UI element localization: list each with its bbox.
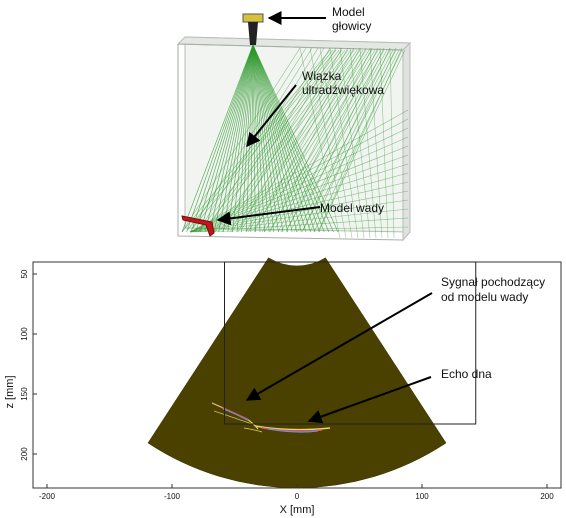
beam-ray	[189, 208, 409, 233]
x-tick-label: 100	[415, 492, 429, 501]
x-tick-label: -200	[39, 492, 56, 501]
beam-ray	[189, 217, 409, 233]
beam-ray	[225, 49, 355, 229]
beam-ray	[299, 47, 341, 239]
beam-ray	[200, 44, 254, 233]
flaw-arrow	[216, 206, 321, 226]
beam-ray	[339, 47, 365, 239]
beam-ray	[252, 44, 339, 233]
y-tick-label: 100	[20, 327, 29, 341]
echo-arrow	[307, 376, 432, 424]
beam-ray	[189, 199, 409, 233]
beam-ray	[269, 49, 379, 231]
beam-ray	[204, 44, 254, 233]
block-side-face	[402, 41, 411, 242]
echo-label: Echo dna	[441, 367, 492, 381]
beam-ray	[189, 226, 409, 233]
beam-ray	[221, 47, 331, 233]
beam-ray	[252, 44, 288, 233]
beam-ray	[379, 47, 389, 239]
probe-label: Model głowicy	[332, 5, 371, 33]
beam-ray	[389, 47, 395, 239]
beam-ray	[253, 47, 355, 233]
beam-ray	[252, 44, 275, 233]
beam-ray	[302, 49, 397, 231]
beam-ray	[214, 49, 349, 233]
beam-ray	[209, 44, 254, 233]
beam-ray	[229, 47, 337, 233]
signal-arrow	[245, 292, 433, 401]
sector-scan-panel: -200 -100 0 100 200 50 100 150 200 X [mm] z [mm…	[4, 257, 562, 516]
simulation-model-panel: Model głowicy Wiązka ultradźwiękowa Mode…	[176, 5, 412, 242]
probe-wedge	[248, 22, 258, 45]
beam-ray	[252, 44, 325, 233]
beam-ray	[349, 47, 371, 239]
beam-ray	[291, 49, 391, 229]
beam-ray	[252, 44, 320, 233]
beam-ray	[231, 49, 358, 233]
beam-ray	[277, 47, 373, 233]
beam-ray	[232, 44, 254, 233]
beam-arrow	[246, 84, 297, 148]
beam-ray	[301, 47, 391, 233]
beam-ray	[195, 44, 254, 233]
beam-ray	[213, 44, 254, 233]
beam-ray	[252, 44, 311, 233]
beam-ray	[192, 49, 337, 229]
beam-ray	[269, 47, 367, 233]
beam-ray	[252, 44, 279, 233]
signal-label: Sygnał pochodzący od modelu wady	[441, 275, 548, 304]
flaw-model	[181, 215, 215, 237]
beam-label: Wiązka ultradźwiękowa	[302, 69, 384, 97]
beam-ray	[237, 47, 343, 233]
gate-box	[224, 261, 477, 425]
sector-fan	[147, 257, 447, 489]
y-tick-label: 200	[20, 447, 29, 461]
beam-ray	[218, 44, 254, 233]
ultrasonic-beam	[181, 44, 409, 239]
flaw-label: Model wady	[320, 201, 384, 215]
x-axis-ticks: -200 -100 0 100 200	[39, 484, 554, 501]
y-tick-label: 150	[20, 387, 29, 401]
x-tick-label: -100	[164, 492, 181, 501]
y-axis-ticks: 50 100 150 200	[20, 269, 37, 461]
beam-ray	[252, 44, 334, 233]
x-tick-label: 200	[540, 492, 554, 501]
beam-ray	[181, 47, 301, 233]
beam-ray	[369, 47, 383, 239]
beam-ray	[181, 44, 254, 233]
beam-ray	[209, 49, 346, 229]
beam-ray	[236, 44, 254, 233]
beam-ray	[245, 47, 349, 233]
beam-ray	[319, 47, 353, 239]
beam-ray	[203, 49, 343, 231]
beam-ray	[252, 44, 307, 233]
beam-ray	[213, 47, 325, 233]
beam-ray	[275, 49, 382, 229]
y-axis-title: z [mm]	[4, 376, 16, 409]
beam-ray	[190, 44, 254, 233]
beam-ray	[220, 49, 352, 231]
beam-ray	[227, 44, 254, 233]
bottom-echo-signal	[243, 425, 331, 433]
y-tick-label: 50	[20, 269, 29, 278]
x-tick-label: 0	[295, 492, 300, 501]
x-axis-title: X [mm]	[280, 504, 315, 516]
beam-ray	[293, 47, 385, 233]
beam-ray	[286, 49, 388, 231]
beam-ray	[252, 44, 293, 233]
beam-ray	[186, 44, 254, 233]
beam-ray	[205, 47, 319, 233]
beam-ray	[329, 47, 359, 239]
beam-ray	[359, 47, 377, 239]
probe-model	[242, 13, 264, 23]
beam-ray	[280, 49, 385, 233]
beam-ray	[222, 44, 254, 233]
beam-ray	[309, 47, 347, 239]
